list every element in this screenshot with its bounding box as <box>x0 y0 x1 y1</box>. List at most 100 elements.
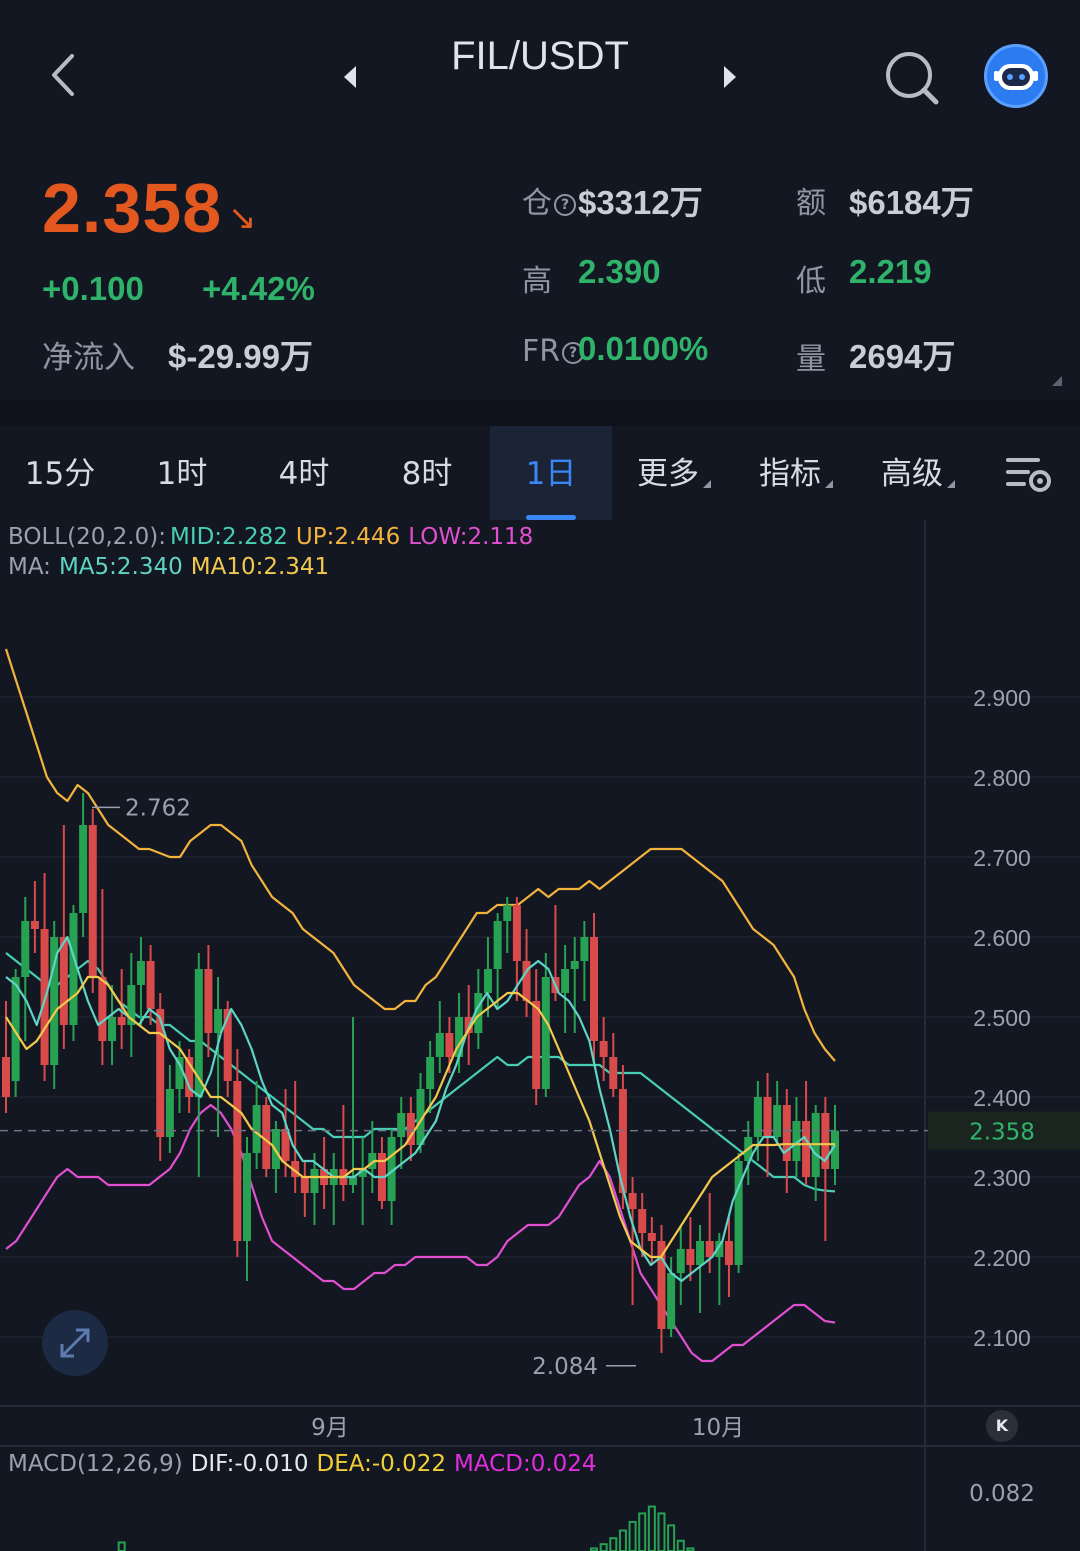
net-inflow-label: 净流入 <box>42 340 135 376</box>
scroll-to-latest-button[interactable]: K <box>986 1410 1018 1442</box>
pair-title[interactable]: FIL/USDT <box>451 34 629 78</box>
candle-body <box>117 1017 126 1025</box>
assistant-avatar[interactable] <box>984 44 1048 108</box>
candle-body <box>638 1209 647 1233</box>
macd-bar <box>618 1529 627 1551</box>
candle-body <box>21 921 30 977</box>
expand-corner-icon[interactable] <box>1052 376 1062 386</box>
candle-body <box>609 1057 618 1089</box>
high-value: 2.390 <box>578 253 661 290</box>
candle-body <box>156 1009 165 1137</box>
y-tick-label: 2.400 <box>973 1085 1031 1111</box>
boll-up-value: UP:2.446 <box>295 524 401 550</box>
macd-legend[interactable]: MACD(12,26,9) DIF:-0.010 DEA:-0.022 MACD:0.… <box>8 1451 605 1477</box>
tab-indicators[interactable]: 指标 <box>736 426 856 520</box>
candle-body <box>185 1057 194 1097</box>
search-icon[interactable] <box>882 48 942 108</box>
candle-body <box>493 921 502 969</box>
y-tick-label: 2.900 <box>973 685 1031 711</box>
candle-body <box>686 1249 695 1265</box>
help-icon[interactable]: ? <box>554 194 576 216</box>
candle-body <box>310 1169 319 1193</box>
candle-body <box>175 1057 184 1089</box>
candle-body <box>291 1161 300 1177</box>
candle-body <box>194 969 203 1097</box>
candle-body <box>136 961 145 985</box>
candle-body <box>223 1009 232 1081</box>
ma-legend[interactable]: MA: MA5:2.340 MA10:2.341 <box>8 554 337 580</box>
current-price-label: 2.358 <box>969 1120 1035 1146</box>
back-arrow-icon[interactable] <box>44 50 84 100</box>
volume-label: 量 <box>796 342 826 377</box>
macd-bar <box>667 1524 676 1551</box>
tab-1h[interactable]: 1时 <box>156 456 208 492</box>
high-label: 高 <box>522 264 552 299</box>
macd-bar <box>676 1539 685 1551</box>
candle-body <box>281 1129 290 1161</box>
tab-more[interactable]: 更多 <box>614 426 734 520</box>
tab-advanced[interactable]: 高级 <box>858 426 978 520</box>
candle-body <box>127 985 136 1025</box>
fullscreen-button[interactable] <box>42 1310 108 1376</box>
turnover-label: 额 <box>796 186 826 221</box>
candle-body <box>541 977 550 1089</box>
candle-body <box>50 937 59 1065</box>
price-down-arrow-icon: ↘ <box>228 198 257 238</box>
candle-body <box>696 1241 705 1265</box>
candle-body <box>831 1130 839 1169</box>
candle-body <box>426 1057 435 1089</box>
tab-15m[interactable]: 15分 <box>24 456 96 492</box>
help-icon[interactable]: ? <box>562 342 585 364</box>
candle-body <box>79 825 88 913</box>
macd-axis-label: 0.082 <box>969 1481 1035 1507</box>
boll-legend[interactable]: BOLL(20,2.0): MID:2.282 UP:2.446 LOW:2.118 <box>8 524 541 550</box>
change-pct: +4.42% <box>202 270 315 307</box>
macd-legend-title: MACD(12,26,9) <box>8 1451 183 1477</box>
next-pair-icon[interactable] <box>718 62 742 92</box>
x-tick-label: 9月 <box>311 1415 349 1441</box>
candle-body <box>532 1001 541 1089</box>
tab-4h[interactable]: 4时 <box>278 456 330 492</box>
expand-icon <box>60 1328 90 1358</box>
y-tick-label: 2.200 <box>973 1245 1031 1271</box>
candle-body <box>416 1089 425 1145</box>
top-bar: FIL/USDT <box>0 0 1080 150</box>
candle-body <box>590 937 599 1041</box>
candle-body <box>11 977 20 1081</box>
robot-face-icon <box>994 64 1038 90</box>
dropdown-icon <box>947 480 955 488</box>
tab-1d[interactable]: 1日 <box>490 426 612 520</box>
turnover-value: $6184万 <box>849 184 974 221</box>
candle-body <box>406 1113 415 1145</box>
ma5-line <box>5 935 836 1283</box>
y-tick-label: 2.800 <box>973 765 1031 791</box>
volume-value: 2694万 <box>849 338 956 375</box>
candle-body <box>387 1137 396 1201</box>
funding-rate-label: FR? <box>522 334 585 369</box>
candle-body <box>59 937 68 1025</box>
tab-8h[interactable]: 8时 <box>401 456 453 492</box>
candle-body <box>204 969 213 1033</box>
current-price-tag <box>928 1111 1080 1150</box>
candle-body <box>483 969 492 993</box>
candle-body <box>146 961 155 1009</box>
prev-pair-icon[interactable] <box>338 62 362 92</box>
candle-body <box>262 1105 271 1169</box>
open-interest-label: 仓? <box>522 178 576 222</box>
max-annotation: 2.762 <box>125 795 191 821</box>
candle-body <box>69 913 78 1025</box>
candlestick-chart[interactable]: 2.900 2.800 2.700 2.600 2.500 2.400 2.300 2.200… <box>0 520 1080 1551</box>
candle-body <box>165 1089 174 1137</box>
chart-settings-icon[interactable] <box>1004 454 1056 496</box>
ma10-value: MA10:2.341 <box>190 554 330 580</box>
y-tick-label: 2.100 <box>973 1325 1031 1351</box>
candle-body <box>753 1097 762 1137</box>
y-tick-label: 2.600 <box>973 925 1031 951</box>
candle-body <box>368 1153 377 1169</box>
candle-body <box>455 1017 464 1057</box>
open-interest-value: $3312万 <box>578 184 703 221</box>
candle-body <box>802 1121 811 1177</box>
last-price: 2.358 <box>42 169 223 247</box>
y-tick-label: 2.700 <box>973 845 1031 871</box>
candle-body <box>782 1105 791 1161</box>
